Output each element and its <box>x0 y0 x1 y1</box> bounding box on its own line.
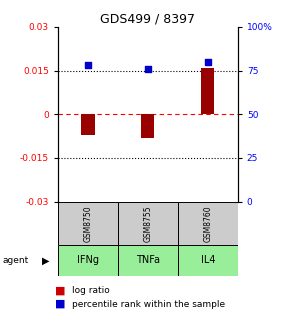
Bar <box>141 114 155 137</box>
Text: ▶: ▶ <box>42 255 50 265</box>
Bar <box>178 245 238 276</box>
Bar <box>178 202 238 245</box>
Text: ■: ■ <box>55 299 66 309</box>
Bar <box>118 202 178 245</box>
Text: IL4: IL4 <box>201 255 215 265</box>
Bar <box>58 245 118 276</box>
Text: GSM8760: GSM8760 <box>203 205 212 242</box>
Bar <box>118 245 178 276</box>
Point <box>86 62 90 68</box>
Point <box>146 66 150 72</box>
Text: IFNg: IFNg <box>77 255 99 265</box>
Text: log ratio: log ratio <box>72 286 110 295</box>
Title: GDS499 / 8397: GDS499 / 8397 <box>100 13 195 26</box>
Text: GSM8755: GSM8755 <box>143 205 153 242</box>
Text: percentile rank within the sample: percentile rank within the sample <box>72 300 226 308</box>
Text: agent: agent <box>3 256 29 265</box>
Bar <box>81 114 95 135</box>
Text: ■: ■ <box>55 286 66 296</box>
Bar <box>58 202 118 245</box>
Bar <box>201 68 214 114</box>
Text: TNFa: TNFa <box>136 255 160 265</box>
Point <box>206 59 210 65</box>
Text: GSM8750: GSM8750 <box>84 205 93 242</box>
